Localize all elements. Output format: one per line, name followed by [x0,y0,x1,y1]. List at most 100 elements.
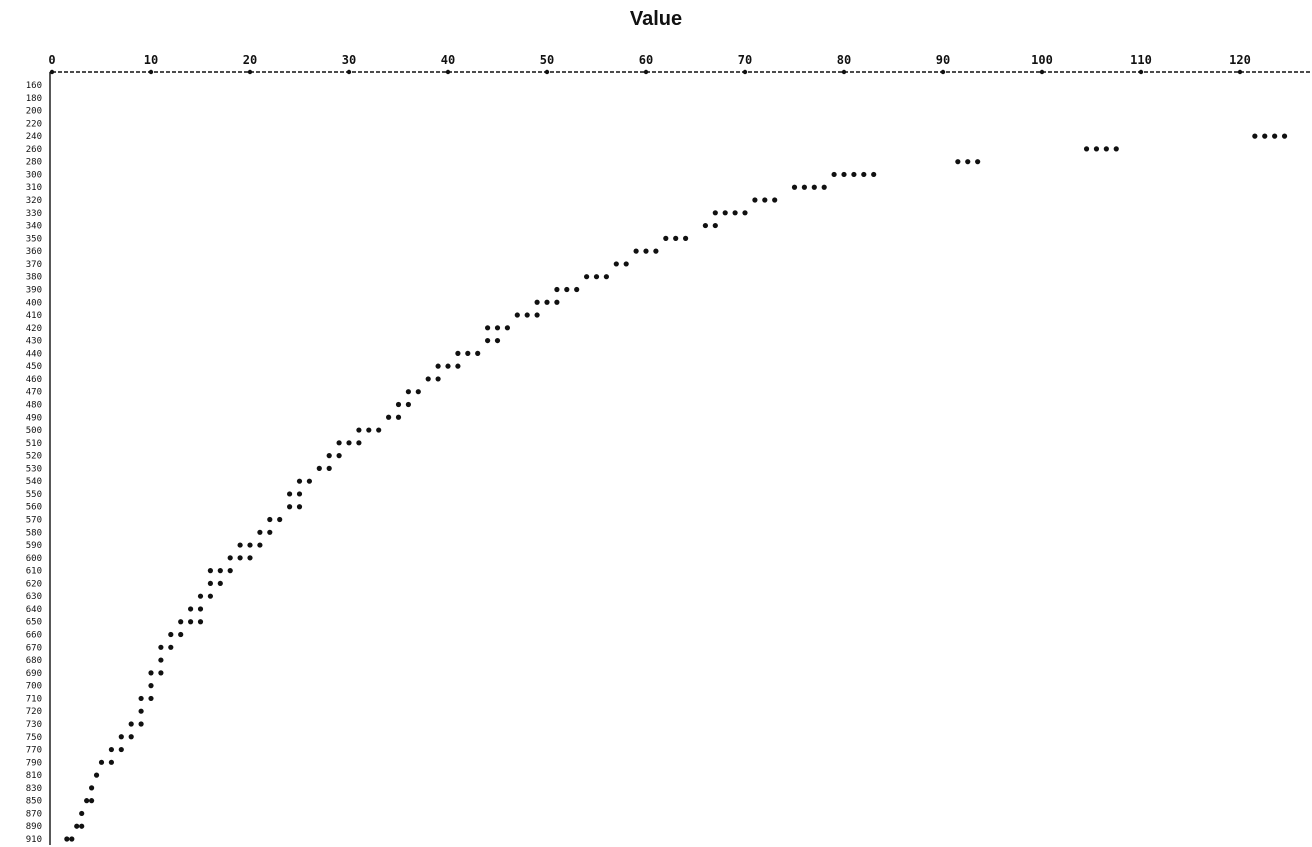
x-tick-label: 110 [1130,53,1152,67]
data-point [207,580,213,587]
data-point [188,606,194,612]
data-point [366,427,372,433]
y-tick-label: 480 [26,400,42,410]
data-point [975,159,981,165]
data-point [287,504,293,510]
data-point [217,568,223,574]
y-tick-label: 410 [26,311,42,321]
data-point [158,670,164,676]
data-point [79,823,85,829]
data-point [673,235,679,241]
data-point [712,210,718,216]
y-tick-label: 560 [26,503,42,513]
y-tick-label: 420 [26,324,42,334]
y-tick-label: 330 [26,209,42,219]
data-point [178,619,184,625]
y-tick-label: 540 [26,477,42,487]
data-point [118,734,124,740]
data-point [267,529,273,535]
y-tick-label: 310 [26,183,42,193]
data-point [395,414,402,420]
data-point [277,516,283,523]
y-tick-label: 380 [26,273,42,283]
data-point [64,836,70,842]
data-point [257,529,263,535]
x-tick-label: 10 [144,53,158,67]
data-point [74,823,80,829]
data-point [494,337,501,344]
y-tick-label: 400 [26,298,42,308]
data-point [227,555,233,561]
x-tick-mark [544,69,550,75]
y-tick-label: 520 [26,452,42,462]
data-point [118,746,124,753]
x-tick-label: 120 [1229,53,1251,67]
data-point [544,299,550,305]
data-point [128,721,134,727]
y-tick-label: 750 [26,733,42,743]
data-point [415,389,421,395]
x-tick-label: 20 [243,53,257,67]
y-tick-label: 300 [26,170,42,180]
data-point [445,363,451,369]
data-point [801,184,808,190]
data-point [752,197,758,203]
data-point [267,516,273,523]
y-tick-label: 500 [26,426,42,436]
data-point [296,478,303,484]
x-tick-label: 0 [48,53,55,67]
data-point [197,606,204,612]
data-point [1262,133,1268,139]
y-tick-label: 220 [26,119,42,129]
y-tick-label: 600 [26,554,42,564]
y-tick-label: 580 [26,528,42,538]
y-tick-label: 530 [26,464,42,474]
data-point [712,222,718,229]
data-point [593,274,600,280]
data-point [1272,133,1278,139]
data-point [395,401,402,408]
data-point [188,619,194,625]
data-point [722,210,728,216]
data-point [89,785,95,791]
data-point [98,759,105,765]
x-tick-label: 60 [639,53,653,67]
data-point [69,836,75,842]
y-tick-label: 260 [26,145,42,155]
data-point [108,759,114,765]
data-point [197,593,204,599]
data-point [257,542,263,548]
y-tick-label: 550 [26,490,42,500]
data-point [1281,133,1288,139]
data-point [811,184,817,190]
y-tick-label: 280 [26,158,42,168]
data-point [148,670,154,676]
data-point [1113,146,1119,152]
y-tick-label: 350 [26,234,42,244]
data-point [207,568,213,574]
y-tick-label: 490 [26,413,42,423]
x-tick-label: 70 [738,53,752,67]
data-point [148,683,154,689]
data-point [405,389,411,395]
data-point [653,248,659,254]
data-point [564,286,570,293]
x-tick-mark [1237,69,1243,75]
x-tick-mark [148,69,154,75]
data-point [455,363,461,369]
data-point [247,555,253,561]
data-point [336,440,342,446]
data-point [138,708,144,714]
x-tick-mark [346,69,352,75]
y-tick-label: 470 [26,388,42,398]
y-tick-label: 430 [26,337,42,347]
data-point [475,350,481,356]
x-tick-mark [49,69,55,75]
x-tick-label: 90 [936,53,950,67]
data-point [386,414,392,420]
y-tick-label: 850 [26,797,42,807]
data-point [79,810,85,817]
data-point [1083,146,1090,152]
data-point [197,619,204,625]
data-point [237,542,243,548]
